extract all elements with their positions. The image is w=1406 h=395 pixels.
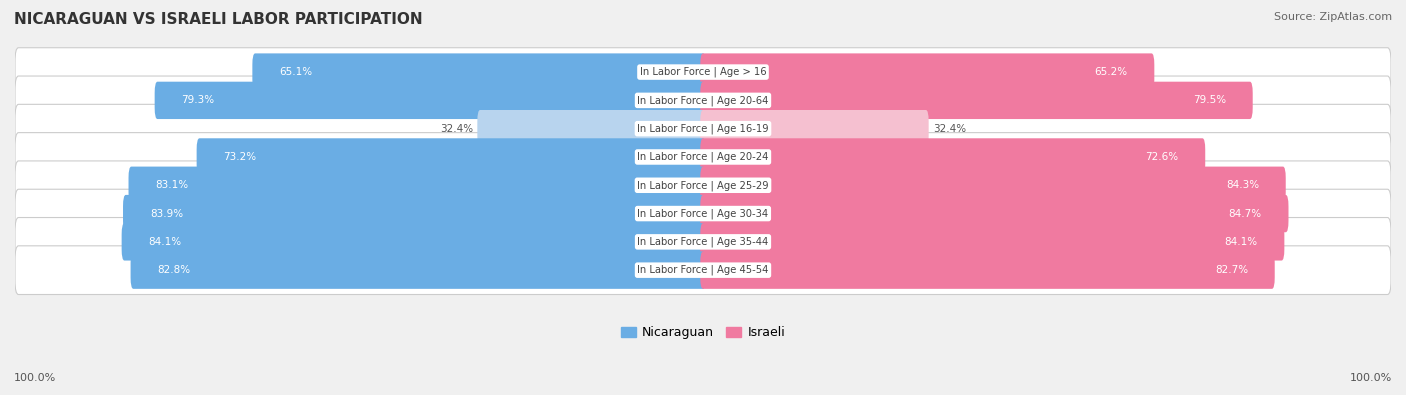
Text: 84.1%: 84.1% [1225, 237, 1257, 247]
Text: In Labor Force | Age 45-54: In Labor Force | Age 45-54 [637, 265, 769, 275]
FancyBboxPatch shape [197, 138, 706, 176]
Text: 32.4%: 32.4% [440, 124, 474, 134]
FancyBboxPatch shape [155, 82, 706, 119]
Text: 100.0%: 100.0% [1350, 373, 1392, 383]
Text: 65.1%: 65.1% [280, 67, 312, 77]
Text: In Labor Force | Age 25-29: In Labor Force | Age 25-29 [637, 180, 769, 190]
Text: 84.3%: 84.3% [1226, 180, 1258, 190]
Text: 79.5%: 79.5% [1192, 95, 1226, 105]
FancyBboxPatch shape [15, 161, 1391, 210]
FancyBboxPatch shape [700, 252, 1275, 289]
FancyBboxPatch shape [252, 53, 706, 91]
Text: NICARAGUAN VS ISRAELI LABOR PARTICIPATION: NICARAGUAN VS ISRAELI LABOR PARTICIPATIO… [14, 12, 423, 27]
Text: 84.7%: 84.7% [1229, 209, 1261, 218]
FancyBboxPatch shape [700, 82, 1253, 119]
FancyBboxPatch shape [15, 189, 1391, 238]
FancyBboxPatch shape [15, 76, 1391, 125]
Text: 83.1%: 83.1% [155, 180, 188, 190]
FancyBboxPatch shape [15, 48, 1391, 96]
FancyBboxPatch shape [128, 167, 706, 204]
FancyBboxPatch shape [700, 223, 1284, 261]
FancyBboxPatch shape [131, 252, 706, 289]
FancyBboxPatch shape [15, 218, 1391, 266]
FancyBboxPatch shape [700, 138, 1205, 176]
Text: In Labor Force | Age > 16: In Labor Force | Age > 16 [640, 67, 766, 77]
FancyBboxPatch shape [122, 195, 706, 232]
Text: 73.2%: 73.2% [224, 152, 256, 162]
FancyBboxPatch shape [477, 110, 706, 147]
Text: 82.7%: 82.7% [1215, 265, 1249, 275]
Text: Source: ZipAtlas.com: Source: ZipAtlas.com [1274, 12, 1392, 22]
Text: 72.6%: 72.6% [1146, 152, 1178, 162]
FancyBboxPatch shape [700, 167, 1285, 204]
Text: In Labor Force | Age 30-34: In Labor Force | Age 30-34 [637, 208, 769, 219]
FancyBboxPatch shape [15, 133, 1391, 181]
Text: In Labor Force | Age 20-24: In Labor Force | Age 20-24 [637, 152, 769, 162]
Text: In Labor Force | Age 16-19: In Labor Force | Age 16-19 [637, 123, 769, 134]
FancyBboxPatch shape [15, 246, 1391, 295]
FancyBboxPatch shape [700, 195, 1288, 232]
Text: 83.9%: 83.9% [150, 209, 183, 218]
Text: 84.1%: 84.1% [149, 237, 181, 247]
Text: 100.0%: 100.0% [14, 373, 56, 383]
Text: 82.8%: 82.8% [157, 265, 191, 275]
Text: In Labor Force | Age 20-64: In Labor Force | Age 20-64 [637, 95, 769, 105]
Legend: Nicaraguan, Israeli: Nicaraguan, Israeli [616, 321, 790, 344]
Text: 32.4%: 32.4% [932, 124, 966, 134]
Text: 65.2%: 65.2% [1094, 67, 1128, 77]
FancyBboxPatch shape [700, 110, 929, 147]
FancyBboxPatch shape [15, 104, 1391, 153]
FancyBboxPatch shape [700, 53, 1154, 91]
Text: 79.3%: 79.3% [181, 95, 215, 105]
FancyBboxPatch shape [122, 223, 706, 261]
Text: In Labor Force | Age 35-44: In Labor Force | Age 35-44 [637, 237, 769, 247]
